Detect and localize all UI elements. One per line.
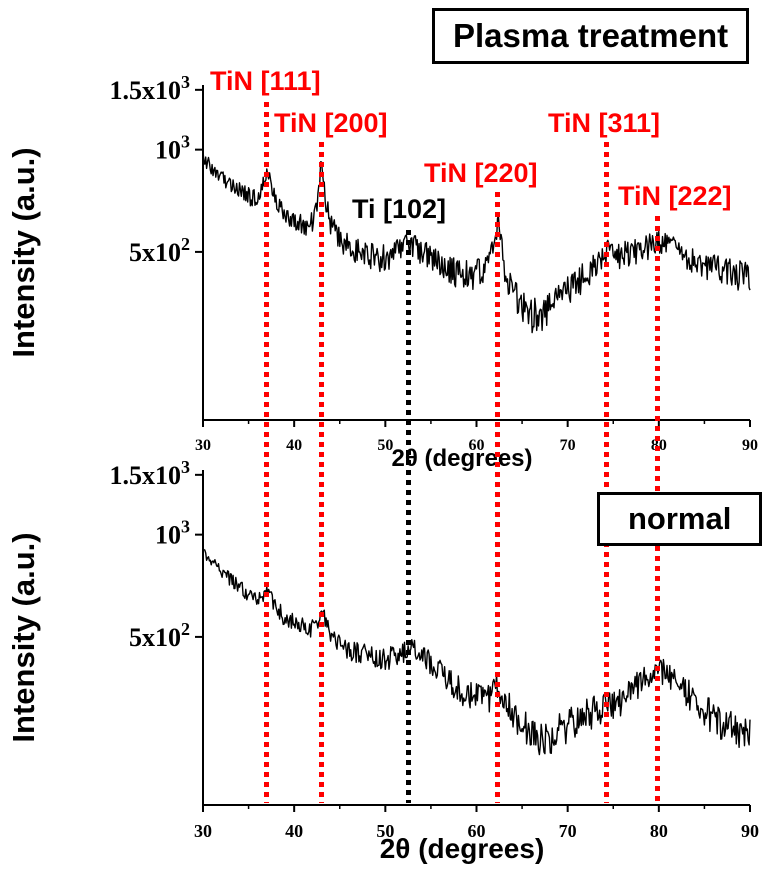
y-axis-title-plasma: Intensity (a.u.)	[6, 147, 41, 357]
x-tick-label: 50	[377, 437, 393, 454]
x-tick-label: 50	[376, 821, 394, 841]
y-axis-title-normal: Intensity (a.u.)	[6, 532, 41, 742]
y-tick-label: 1.5x103	[110, 72, 191, 105]
x-tick-label: 90	[742, 437, 758, 454]
x-tick-label: 70	[560, 437, 576, 454]
y-tick-label: 5x102	[129, 234, 190, 267]
plot-normal: 30 40 50 60 70 80 90 5x102 103 1.5x103 2θ (degrees…	[6, 457, 759, 864]
legend-plasma-treatment: Plasma treatment	[432, 8, 750, 64]
x-tick-label: 40	[285, 821, 303, 841]
x-tick-label: 70	[559, 821, 577, 841]
y-tick-label: 1.5x103	[110, 457, 191, 490]
x-axis-title-normal: 2θ (degrees)	[380, 833, 545, 864]
x-tick-label: 90	[741, 821, 759, 841]
trace-normal	[202, 548, 751, 756]
x-tick-label: 40	[286, 437, 302, 454]
y-tick-label: 103	[155, 132, 190, 165]
y-tick-label: 5x102	[129, 619, 190, 652]
legend-normal: normal	[597, 492, 763, 546]
legend-normal-label: normal	[628, 501, 732, 536]
legend-plasma-treatment-label: Plasma treatment	[453, 17, 729, 54]
y-tick-label: 103	[155, 517, 190, 550]
x-tick-label: 30	[195, 437, 211, 454]
x-axis-title-plasma: 2θ (degrees)	[391, 445, 532, 472]
x-tick-label: 30	[194, 821, 212, 841]
x-tick-label: 80	[650, 821, 668, 841]
trace-plasma	[202, 151, 751, 334]
axes-plasma	[202, 85, 750, 421]
x-tick-label: 60	[468, 821, 486, 841]
plot-plasma: 30 40 50 60 70 80 90 5x102 103 1.5x103 2θ (degrees…	[6, 72, 758, 472]
x-tick-label: 60	[469, 437, 485, 454]
x-tick-label: 80	[651, 437, 667, 454]
